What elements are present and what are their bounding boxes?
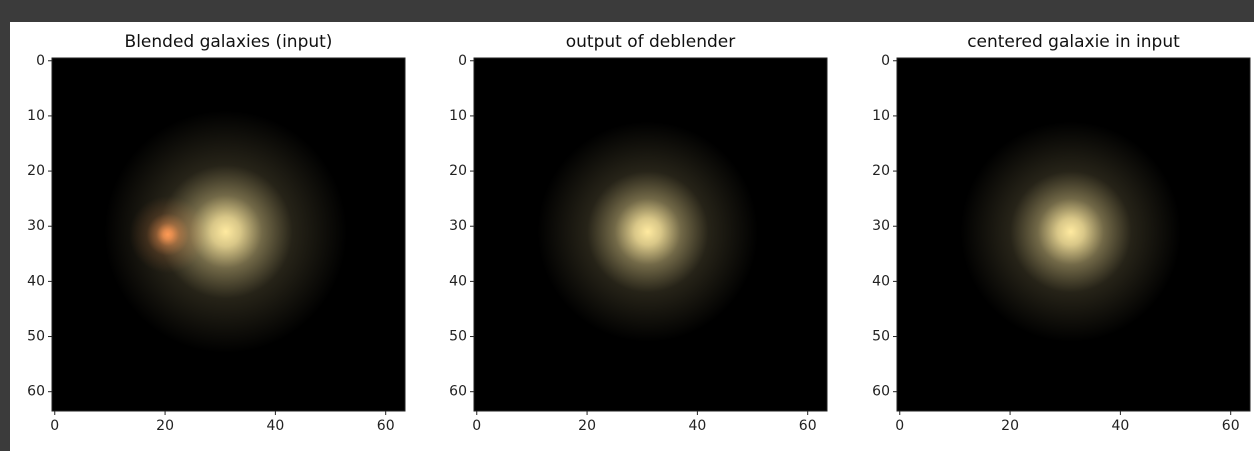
y-tick-label: 20 [27, 163, 45, 179]
y-tick-label: 0 [881, 53, 890, 69]
x-tick-label: 20 [1001, 418, 1019, 434]
x-tick-label: 0 [50, 418, 59, 434]
galaxy [537, 121, 759, 343]
y-tick-label: 50 [872, 329, 890, 345]
panel-title: Blended galaxies (input) [125, 32, 333, 52]
galaxy [129, 195, 207, 274]
y-tick-label: 60 [27, 384, 45, 400]
figure: Blended galaxies (input) 0 20 40 60 0 10 20 30 40… [27, 32, 1251, 434]
image-content [537, 121, 759, 343]
y-tick-label: 0 [458, 53, 467, 69]
panel-title: output of deblender [566, 32, 736, 52]
y-tick-label: 40 [872, 273, 890, 289]
y-tick-label: 30 [872, 218, 890, 234]
x-tick-label: 40 [266, 418, 284, 434]
y-tick-label: 10 [872, 108, 890, 124]
y-tick-label: 50 [27, 329, 45, 345]
x-tick-label: 20 [578, 418, 596, 434]
y-tick-label: 60 [872, 384, 890, 400]
y-tick-label: 40 [27, 273, 45, 289]
image-frame [51, 57, 406, 412]
x-tick-label: 20 [156, 418, 174, 434]
x-tick-label: 40 [1111, 418, 1129, 434]
x-tick-label: 60 [377, 418, 395, 434]
x-tick-label: 0 [472, 418, 481, 434]
image-content [104, 110, 348, 354]
panel-title: centered galaxie in input [967, 32, 1180, 52]
galaxy [960, 121, 1182, 343]
x-tick-label: 60 [799, 418, 817, 434]
y-tick-label: 20 [872, 163, 890, 179]
image-panel: centered galaxie in input 0 20 40 60 0 10 20 30 4… [872, 32, 1251, 434]
y-tick-label: 50 [449, 329, 467, 345]
image-frame [896, 57, 1251, 412]
image-panel: output of deblender 0 20 40 60 0 10 20 30 40 50 60 [449, 32, 828, 434]
y-tick-label: 60 [449, 384, 467, 400]
y-tick-label: 40 [449, 273, 467, 289]
notebook-output: Blended galaxies (input) 0 20 40 60 0 10 20 30 40… [10, 22, 1254, 451]
y-tick-label: 30 [27, 218, 45, 234]
x-tick-label: 60 [1222, 418, 1240, 434]
y-tick-label: 0 [36, 53, 45, 69]
image-frame [473, 57, 828, 412]
y-tick-label: 10 [449, 108, 467, 124]
y-tick-label: 30 [449, 218, 467, 234]
y-tick-label: 20 [449, 163, 467, 179]
x-tick-label: 40 [688, 418, 706, 434]
x-tick-label: 0 [895, 418, 904, 434]
y-tick-label: 10 [27, 108, 45, 124]
image-content [960, 121, 1182, 343]
image-panel: Blended galaxies (input) 0 20 40 60 0 10 20 30 40… [27, 32, 406, 434]
galaxy [104, 110, 348, 354]
